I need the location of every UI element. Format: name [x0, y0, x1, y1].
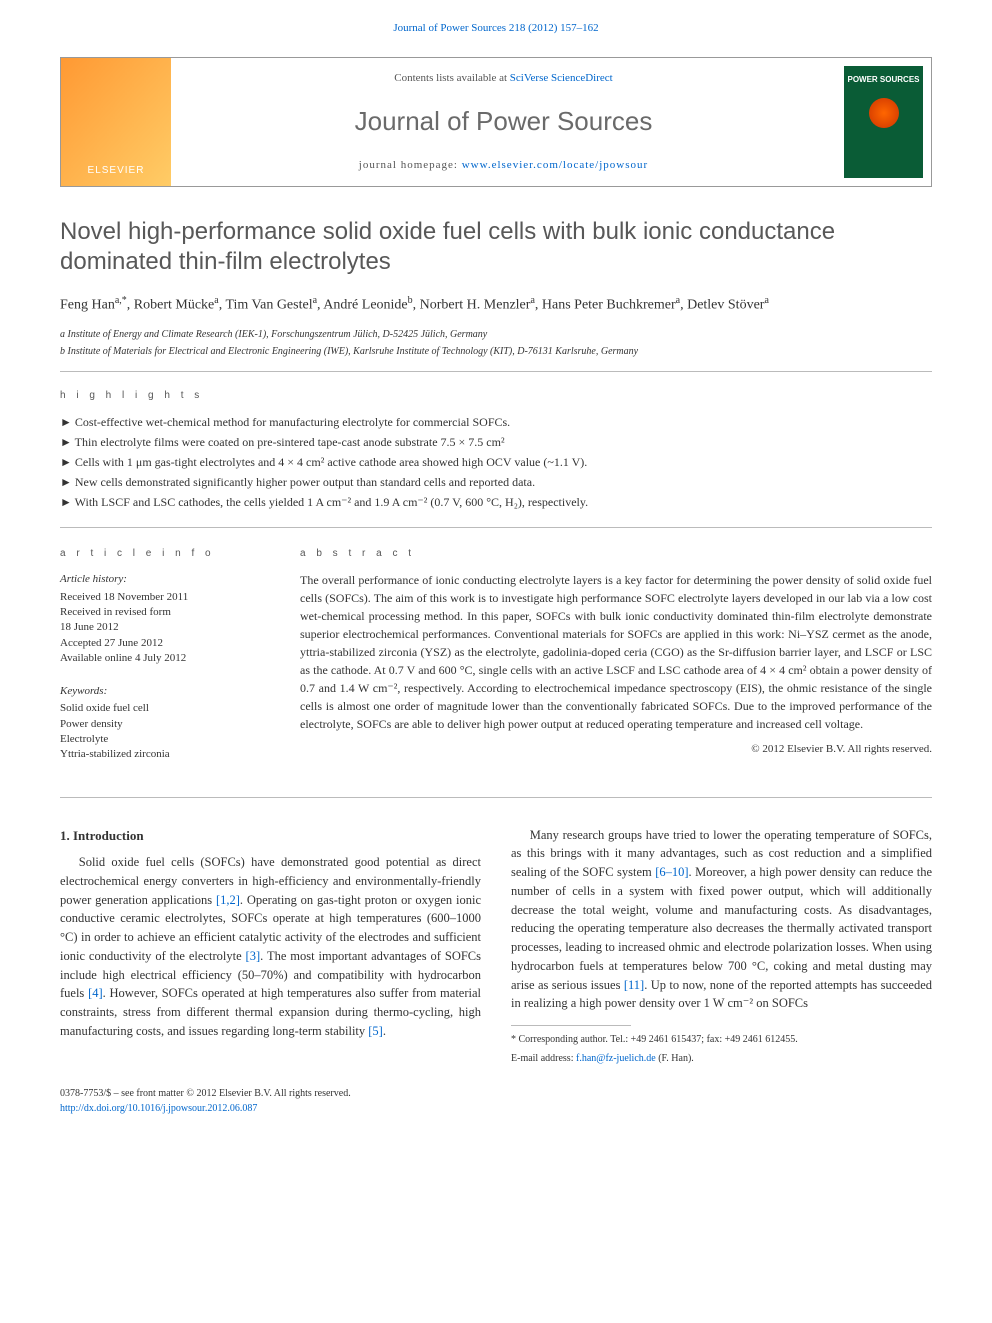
highlight-item: With LSCF and LSC cathodes, the cells yi…	[60, 493, 932, 511]
p1-text-d: . However, SOFCs operated at high temper…	[60, 986, 481, 1038]
highlight-item: New cells demonstrated significantly hig…	[60, 473, 932, 491]
abstract-text: The overall performance of ionic conduct…	[300, 571, 932, 733]
contents-prefix: Contents lists available at	[394, 72, 509, 84]
intro-paragraph-1: Solid oxide fuel cells (SOFCs) have demo…	[60, 853, 481, 1041]
ref-link-3[interactable]: [3]	[246, 949, 261, 963]
journal-cover-thumbnail: POWER SOURCES	[844, 66, 923, 178]
corresponding-author-line2: E-mail address: f.han@fz-juelich.de (F. …	[511, 1051, 932, 1066]
highlight-item: Thin electrolyte films were coated on pr…	[60, 433, 932, 451]
corresponding-author-line1: * Corresponding author. Tel.: +49 2461 6…	[511, 1032, 932, 1047]
article-info-column: a r t i c l e i n f o Article history: R…	[60, 546, 270, 779]
highlight-item: Cost-effective wet-chemical method for m…	[60, 413, 932, 431]
article-history: Article history: Received 18 November 20…	[60, 571, 270, 666]
body-text-columns: 1. Introduction Solid oxide fuel cells (…	[60, 826, 932, 1067]
sciencedirect-link[interactable]: SciVerse ScienceDirect	[510, 72, 613, 84]
info-abstract-row: a r t i c l e i n f o Article history: R…	[60, 546, 932, 798]
affiliation-line: b Institute of Materials for Electrical …	[60, 344, 932, 359]
ref-link-5[interactable]: [5]	[368, 1024, 383, 1038]
article-block: Novel high-performance solid oxide fuel …	[60, 217, 932, 1067]
highlight-item: Cells with 1 μm gas-tight electrolytes a…	[60, 453, 932, 471]
history-line: Available online 4 July 2012	[60, 651, 270, 666]
page-footer: 0378-7753/$ – see front matter © 2012 El…	[60, 1086, 932, 1116]
elsevier-logo: ELSEVIER	[88, 163, 145, 178]
highlights-list: Cost-effective wet-chemical method for m…	[60, 413, 932, 528]
homepage-link[interactable]: www.elsevier.com/locate/jpowsour	[462, 159, 648, 171]
article-info-label: a r t i c l e i n f o	[60, 546, 270, 561]
footnote-rule	[511, 1025, 631, 1026]
publisher-logo-panel: ELSEVIER	[61, 58, 171, 186]
ref-link-6-10[interactable]: [6–10]	[655, 865, 688, 879]
contents-line: Contents lists available at SciVerse Sci…	[181, 70, 826, 87]
masthead-center: Contents lists available at SciVerse Sci…	[171, 58, 836, 186]
ref-link-4[interactable]: [4]	[88, 986, 103, 1000]
homepage-line: journal homepage: www.elsevier.com/locat…	[181, 157, 826, 174]
journal-masthead: ELSEVIER Contents lists available at Sci…	[60, 57, 932, 187]
keyword-line: Yttria-stabilized zirconia	[60, 747, 270, 762]
cover-thumb-panel: POWER SOURCES	[836, 58, 931, 186]
ref-link-11[interactable]: [11]	[624, 978, 644, 992]
highlights-label: h i g h l i g h t s	[60, 388, 932, 403]
cover-graphic-icon	[869, 98, 899, 128]
affiliations: a Institute of Energy and Climate Resear…	[60, 327, 932, 372]
doi-link[interactable]: http://dx.doi.org/10.1016/j.jpowsour.201…	[60, 1103, 257, 1114]
p1-text-e: .	[383, 1024, 386, 1038]
running-header: Journal of Power Sources 218 (2012) 157–…	[0, 0, 992, 47]
email-suffix: (F. Han).	[656, 1053, 694, 1064]
history-line: 18 June 2012	[60, 620, 270, 635]
author-list: Feng Hana,*, Robert Mückea, Tim Van Gest…	[60, 293, 932, 316]
p2-text-b: . Moreover, a high power density can red…	[511, 865, 932, 992]
keyword-line: Solid oxide fuel cell	[60, 701, 270, 716]
history-line: Received in revised form	[60, 605, 270, 620]
article-title: Novel high-performance solid oxide fuel …	[60, 217, 932, 277]
email-label: E-mail address:	[511, 1053, 576, 1064]
footer-copyright: 0378-7753/$ – see front matter © 2012 El…	[60, 1086, 932, 1101]
abstract-label: a b s t r a c t	[300, 546, 932, 561]
intro-paragraph-2: Many research groups have tried to lower…	[511, 826, 932, 1014]
journal-name: Journal of Power Sources	[181, 102, 826, 141]
keyword-line: Electrolyte	[60, 732, 270, 747]
keywords-block: Keywords: Solid oxide fuel cellPower den…	[60, 683, 270, 763]
email-link[interactable]: f.han@fz-juelich.de	[576, 1053, 656, 1064]
history-heading: Article history:	[60, 571, 270, 588]
abstract-column: a b s t r a c t The overall performance …	[300, 546, 932, 779]
introduction-heading: 1. Introduction	[60, 826, 481, 846]
history-line: Accepted 27 June 2012	[60, 636, 270, 651]
keyword-line: Power density	[60, 717, 270, 732]
ref-link-1-2[interactable]: [1,2]	[216, 893, 240, 907]
cover-title: POWER SOURCES	[847, 76, 919, 85]
keywords-heading: Keywords:	[60, 683, 270, 700]
homepage-prefix: journal homepage:	[359, 159, 462, 171]
abstract-copyright: © 2012 Elsevier B.V. All rights reserved…	[300, 741, 932, 758]
affiliation-line: a Institute of Energy and Climate Resear…	[60, 327, 932, 342]
history-line: Received 18 November 2011	[60, 590, 270, 605]
citation-link[interactable]: Journal of Power Sources 218 (2012) 157–…	[393, 22, 598, 34]
